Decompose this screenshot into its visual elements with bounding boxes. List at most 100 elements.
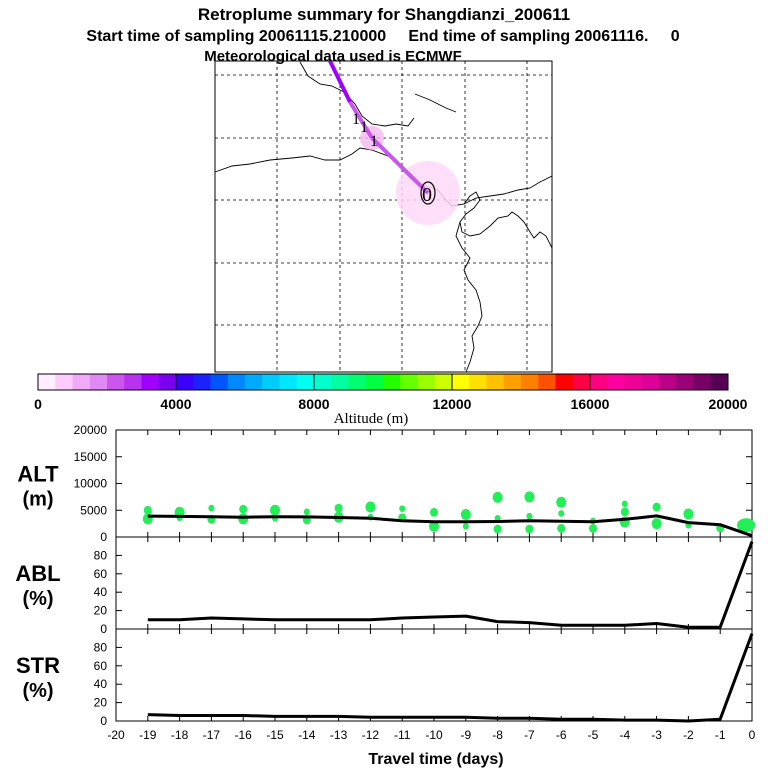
colorbar-cell (641, 374, 660, 390)
spread-point (492, 491, 503, 503)
spread-point (365, 501, 376, 513)
spread-point (556, 496, 567, 508)
spread-point (429, 520, 439, 532)
y-tick-label: 0 (100, 714, 107, 728)
spread-point (526, 512, 533, 520)
colorbar-cell (365, 374, 384, 390)
release-marker (420, 181, 436, 205)
colorbar-cell (176, 374, 194, 390)
spread-point (430, 507, 438, 517)
panel-unit-abl: (%) (22, 588, 53, 610)
spread-point (303, 508, 310, 516)
colorbar-cell (452, 374, 470, 390)
colorbar-cell (659, 374, 677, 390)
spread-point (460, 509, 471, 521)
panel-label-alt: ALT (17, 462, 59, 487)
colorbar-tick-label: 8000 (298, 396, 329, 412)
series-line (147, 633, 754, 723)
colorbar-cell (417, 374, 436, 390)
x-tick-label: -14 (298, 728, 316, 742)
map-grid (215, 61, 552, 372)
x-tick-label: -19 (139, 728, 157, 742)
colorbar-cell (55, 374, 73, 390)
x-tick-label: -2 (683, 728, 694, 742)
y-tick-label: 40 (94, 585, 108, 599)
colorbar-cell (141, 374, 160, 390)
spread-point (652, 502, 661, 512)
colorbar-cell (521, 374, 539, 390)
panel-alt: 0 5000 10000 15000 20000 ALT(m) (17, 423, 755, 544)
colorbar-label: Altitude (m) (334, 411, 409, 427)
colorbar-cell (693, 374, 712, 390)
y-tick-label: 80 (94, 640, 108, 654)
panel-unit-str: (%) (22, 680, 53, 702)
y-tick-label: 0 (100, 530, 107, 544)
series-line (147, 514, 753, 538)
spread-point (462, 523, 469, 530)
map-coastlines (214, 61, 553, 373)
x-tick-label: -3 (651, 728, 662, 742)
y-tick-label: 20 (94, 604, 108, 618)
spread-point (493, 524, 502, 534)
colorbar-cell (348, 374, 367, 390)
colorbar-cell (572, 374, 591, 390)
colorbar-cell (314, 374, 332, 390)
y-tick-label: 5000 (80, 503, 107, 517)
x-tick-label: -15 (266, 728, 284, 742)
figure-title: Retroplume summary for Shangdianzi_20061… (198, 5, 570, 24)
y-tick-label: 60 (94, 659, 108, 673)
colorbar-cell (486, 374, 505, 390)
x-tick-label: -16 (235, 728, 253, 742)
colorbar-cell (331, 374, 349, 390)
series-line (147, 541, 754, 629)
y-tick-label: 20000 (74, 423, 108, 437)
y-tick-label: 20 (94, 696, 108, 710)
spread-point (557, 524, 566, 533)
x-tick-label: -5 (588, 728, 599, 742)
colorbar-cell (124, 374, 142, 390)
y-tick-label: 10000 (74, 477, 108, 491)
plume-trajectory: 0 1 1 1 (328, 60, 460, 225)
panel-frame (115, 536, 753, 630)
x-tick-label: -11 (394, 728, 411, 742)
panel-abl: 0 20 40 60 80 ABL(%) (15, 536, 754, 636)
colorbar-cell (107, 374, 125, 390)
release-label: 0 (422, 184, 432, 206)
spread-point (208, 504, 215, 512)
y-tick-label: 40 (94, 677, 108, 691)
colorbar-tick-label: 4000 (160, 396, 191, 412)
colorbar-cell (89, 374, 108, 390)
x-tick-label: -8 (492, 728, 503, 742)
trajectory-map: 0 1 1 1 (214, 60, 553, 373)
colorbar-cell (245, 374, 263, 390)
x-tick-label: -9 (460, 728, 471, 742)
colorbar-cell (503, 374, 522, 390)
spread-point (238, 513, 249, 525)
spread-point (737, 518, 755, 533)
colorbar-cell (262, 374, 280, 390)
colorbar-cell (469, 374, 487, 390)
colorbar-cell (555, 374, 574, 390)
spread-point (525, 524, 534, 534)
x-tick-label: -6 (556, 728, 567, 742)
spread-point (270, 504, 280, 516)
x-tick-label: -18 (171, 728, 189, 742)
spread-point (399, 505, 406, 512)
colorbar-cell (710, 374, 729, 390)
colorbar-cell (676, 374, 694, 390)
day-label-2: 1 (360, 119, 368, 136)
spread-point (334, 503, 343, 513)
colorbar-cell (400, 374, 418, 390)
colorbar-cell (590, 374, 608, 390)
colorbar-tick-label: 20000 (709, 396, 748, 412)
y-tick-label: 80 (94, 548, 108, 562)
map-frame (214, 60, 553, 373)
y-tick-label: 0 (100, 622, 107, 636)
panel-frame (115, 628, 753, 722)
x-tick-label: -1 (715, 728, 726, 742)
day-label-1: 1 (352, 111, 360, 128)
spread-point (651, 518, 662, 530)
colorbar-tick-label: 12000 (433, 396, 472, 412)
colorbar-cell (296, 374, 315, 390)
